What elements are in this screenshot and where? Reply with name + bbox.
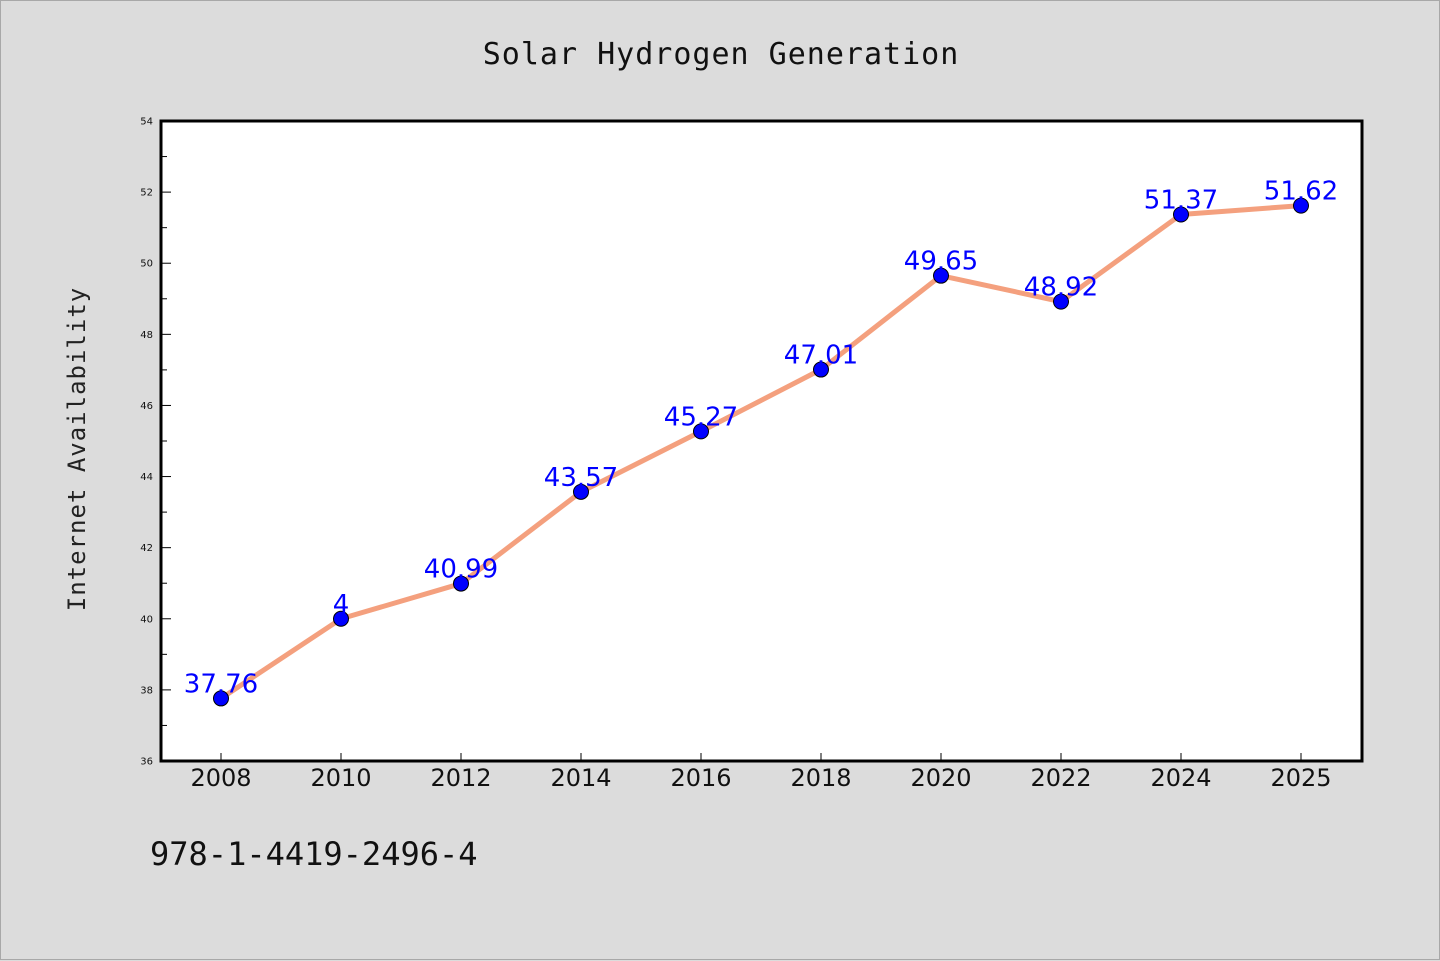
y-tick-label: 40 [140,614,153,625]
y-tick-label: 46 [140,401,153,412]
y-tick-label: 54 [140,117,153,128]
chart-title: Solar Hydrogen Generation [483,37,960,72]
x-axis: 2008 2010 2012 2014 2016 2018 2020 2022 2024 2025 [190,753,1332,792]
x-tick-label: 2016 [670,764,731,792]
x-tick-label: 2022 [1030,764,1091,792]
x-tick-label: 2018 [790,764,851,792]
data-label: 45.27 [664,402,738,432]
x-tick-label: 2020 [910,764,971,792]
data-point [1053,293,1069,310]
x-tick-label: 2012 [430,764,491,792]
x-tick-label: 2008 [190,764,251,792]
data-point [813,361,829,378]
data-point [213,690,229,707]
y-tick-label: 36 [140,757,153,768]
y-tick-label: 50 [140,259,153,270]
x-tick-label: 2010 [310,764,371,792]
data-label: 51.62 [1264,177,1338,207]
data-point [453,575,469,592]
data-label: 51.37 [1144,186,1218,216]
x-tick-label: 2014 [550,764,611,792]
data-point [693,423,709,440]
data-point [1293,197,1309,214]
x-tick-label: 2024 [1150,764,1211,792]
data-label: 43.57 [544,463,618,493]
data-point [1173,206,1189,223]
data-point [573,483,589,500]
data-label: 4 [333,590,350,620]
footer-code: 978-1-4419-2496-4 [150,835,478,873]
y-tick-label: 38 [140,685,153,696]
y-tick-label: 42 [140,543,153,554]
data-label: 49.65 [904,247,978,277]
y-tick-label: 48 [140,330,153,341]
y-axis: 36 38 40 42 44 46 48 50 52 54 [140,117,171,768]
data-point [933,267,949,284]
y-axis-label: Internet Availability [63,287,91,611]
data-label: 47.01 [784,341,858,371]
series-layer: 37.76 4 40.99 43.57 45.27 47.01 49.65 48.92 51.3… [184,177,1338,707]
data-label: 40.99 [424,555,498,585]
x-tick-label: 2025 [1270,764,1331,792]
data-label: 37.76 [184,669,258,699]
y-tick-label: 44 [140,472,153,483]
data-label: 48.92 [1024,273,1098,303]
series-line [218,203,1304,701]
data-point [333,610,349,627]
y-tick-label: 52 [140,188,153,199]
